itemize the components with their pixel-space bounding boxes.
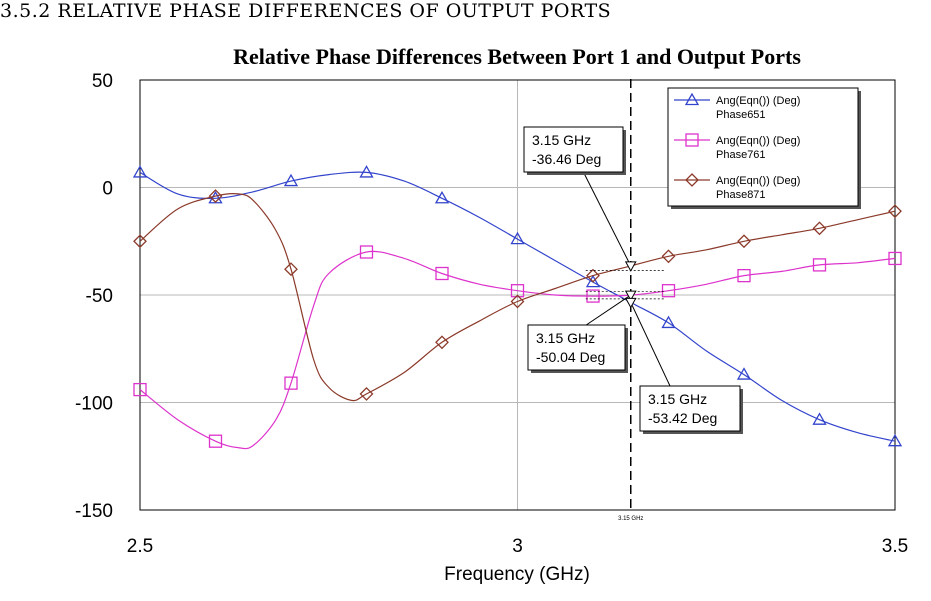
legend-sublabel: Phase761	[716, 149, 766, 161]
legend-swatch-marker	[685, 133, 699, 147]
callout-value: -53.42 Deg	[648, 410, 717, 426]
series-phase871	[133, 189, 902, 402]
data-point	[510, 231, 525, 245]
data-point	[661, 249, 676, 264]
data-point	[133, 382, 147, 397]
data-point	[585, 274, 601, 288]
series-line	[139, 171, 896, 442]
legend-entry-2: Ang(Eqn()) (Deg) Phase871	[674, 173, 800, 201]
series-line	[139, 250, 896, 450]
section-heading: 3.5.2 RELATIVE PHASE DIFFERENCES OF OUTP…	[0, 0, 612, 22]
x-axis-label: Frequency (GHz)	[444, 564, 590, 585]
data-point	[737, 234, 751, 249]
y-tick-label: 0	[102, 179, 113, 200]
callout-2: 3.15 GHz -53.42 Deg	[585, 297, 743, 434]
data-point	[359, 245, 374, 259]
series-group	[132, 165, 903, 450]
legend-swatch-marker	[685, 173, 699, 187]
legend-entry-0: Ang(Eqn()) (Deg) Phase651	[674, 92, 800, 121]
callout-frequency: 3.15 GHz	[648, 391, 707, 407]
callout-value: -36.46 Deg	[532, 151, 601, 167]
data-point	[812, 221, 827, 236]
callout-leader	[630, 302, 671, 387]
data-point	[284, 376, 298, 390]
data-point	[661, 315, 676, 329]
series-phase651	[132, 165, 903, 447]
callout-frequency: 3.15 GHz	[536, 330, 595, 346]
data-point	[510, 294, 525, 309]
series-line	[139, 192, 896, 402]
data-point	[435, 335, 449, 350]
marker-line-label: 3.15 GHz	[618, 516, 643, 522]
data-point	[812, 258, 827, 272]
legend-label: Ang(Eqn()) (Deg)	[716, 175, 800, 187]
data-point	[434, 190, 450, 204]
callout-leader	[582, 171, 632, 267]
callout-value: -50.04 Deg	[536, 349, 605, 365]
data-point	[812, 412, 827, 425]
data-point	[359, 165, 374, 178]
data-point	[510, 284, 525, 298]
data-point	[586, 268, 600, 283]
data-point	[888, 251, 902, 266]
callout-1: 3.15 GHz -50.04 Deg	[527, 290, 666, 373]
legend-box	[667, 87, 859, 207]
callout-0: 3.15 GHz -36.46 Deg	[523, 126, 666, 272]
legend-sublabel: Phase651	[716, 109, 766, 121]
data-point	[208, 434, 223, 448]
y-tick-label: -50	[86, 286, 113, 307]
data-point	[586, 289, 600, 303]
data-point	[736, 367, 752, 380]
callout-frequency: 3.15 GHz	[532, 132, 591, 148]
data-point	[887, 433, 903, 447]
plot-frame	[139, 79, 896, 511]
data-point	[284, 262, 298, 277]
series-phase761	[133, 245, 902, 450]
data-point	[435, 266, 449, 281]
legend-label: Ang(Eqn()) (Deg)	[716, 95, 800, 107]
x-tick-label: 2.5	[127, 536, 153, 557]
callout-box	[527, 324, 626, 371]
x-tick-label: 3	[512, 536, 523, 557]
callout-leader	[585, 294, 632, 326]
data-point	[888, 204, 902, 219]
y-tick-label: -100	[75, 394, 113, 415]
x-tick-label: 3.5	[882, 536, 908, 557]
legend-entry-1: Ang(Eqn()) (Deg) Phase761	[674, 133, 800, 161]
callout-pointer	[624, 297, 637, 309]
data-point	[359, 386, 374, 401]
callout-pointer	[624, 261, 637, 272]
tick-labels: 50 0 -50 -100 -150 2.5 3 3.5	[75, 71, 908, 557]
y-tick-label: -150	[75, 501, 113, 522]
callout-box	[639, 385, 741, 432]
data-point	[283, 173, 299, 187]
data-point	[208, 189, 223, 204]
y-tick-label: 50	[92, 71, 113, 92]
data-point	[661, 284, 676, 298]
legend-swatch-marker	[684, 92, 700, 106]
data-point	[737, 268, 751, 283]
callout-pointer	[624, 290, 637, 302]
chart-title: Relative Phase Differences Between Port …	[233, 44, 801, 69]
data-point	[133, 234, 147, 249]
data-point	[132, 165, 148, 178]
legend-sublabel: Phase871	[716, 189, 766, 201]
legend-label: Ang(Eqn()) (Deg)	[716, 135, 800, 147]
callout-box	[523, 126, 624, 173]
